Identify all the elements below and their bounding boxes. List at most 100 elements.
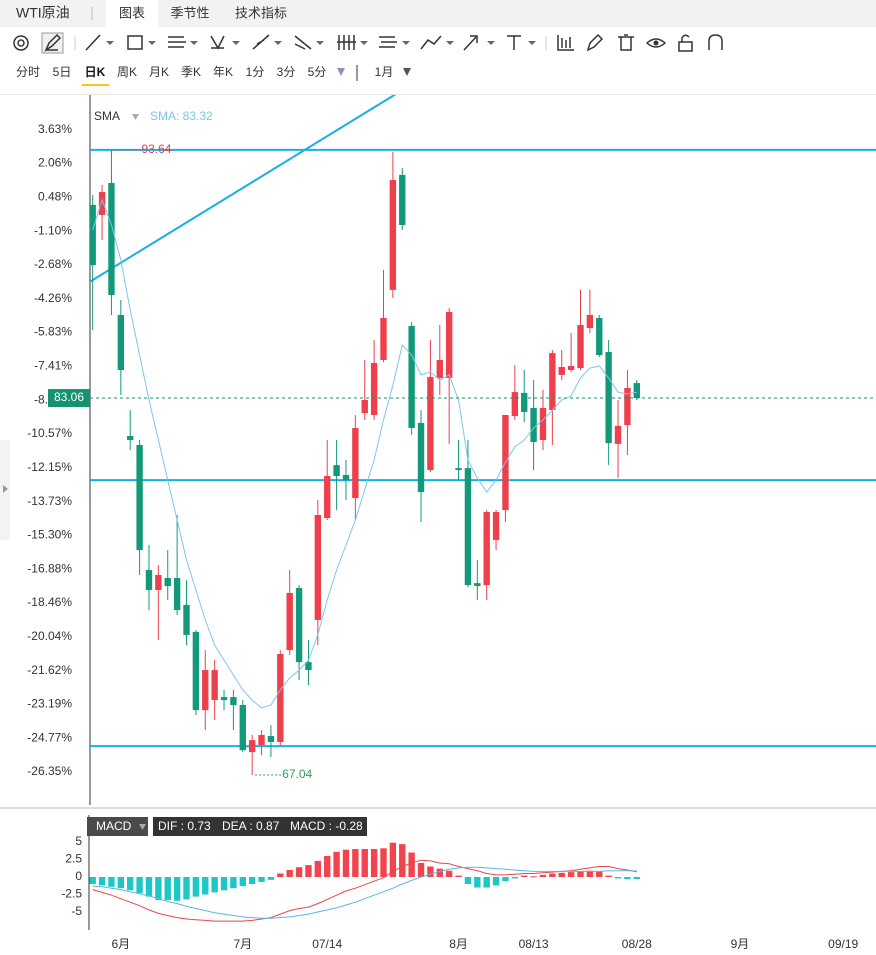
period[interactable]: 月K <box>149 65 169 79</box>
tool-icon[interactable] <box>586 33 604 52</box>
period[interactable]: 3分 <box>277 65 296 79</box>
candle-body <box>145 570 153 590</box>
candle-body <box>295 588 303 663</box>
period[interactable]: 1分 <box>246 65 265 79</box>
period-active[interactable]: 日K <box>85 65 106 79</box>
tool-icon[interactable] <box>463 35 495 51</box>
tool-icon[interactable] <box>13 35 29 51</box>
toolbar <box>13 32 723 54</box>
tool-icon[interactable] <box>294 35 324 50</box>
y-tick-label: -1.10% <box>34 223 72 237</box>
macd-bar <box>202 877 209 895</box>
macd-bar <box>164 877 171 901</box>
candle-body <box>464 468 472 586</box>
tool-icon[interactable] <box>618 34 634 51</box>
macd-bar <box>455 875 462 878</box>
candle-body <box>267 736 275 743</box>
macd-bar <box>258 877 265 882</box>
tool-icon[interactable] <box>645 38 667 48</box>
tool-icon[interactable] <box>41 32 64 54</box>
y-tick-label: 0.48% <box>38 190 72 204</box>
macd-bar <box>127 877 134 891</box>
candle-body <box>220 697 228 701</box>
indicator-value: SMA: 83.32 <box>150 109 213 123</box>
macd-legend: DIF : 0.73 <box>158 819 211 833</box>
candle-body <box>483 512 490 586</box>
candle-body <box>155 574 162 590</box>
macd-selector-bg[interactable] <box>87 817 148 836</box>
macd-bar <box>399 844 406 878</box>
macd-bar <box>192 877 200 897</box>
macd-bar <box>624 877 631 880</box>
last-price-tag <box>48 389 90 408</box>
macd-title[interactable]: MACD <box>96 819 132 833</box>
y-tick-label: -10.57% <box>27 426 72 440</box>
candle-body <box>211 670 218 701</box>
period[interactable]: 年K <box>213 65 233 79</box>
tool-icon[interactable] <box>85 34 114 51</box>
macd-bar <box>464 877 472 885</box>
tool-icon[interactable] <box>337 35 368 50</box>
period-bar: 分时 5日 日K 周K 月K 季K 年K 1分 3分 5分 1月 <box>16 65 411 86</box>
period-underline <box>82 84 109 86</box>
macd-bar <box>445 870 453 878</box>
tab[interactable]: 图表 <box>119 5 145 20</box>
tool-icon[interactable] <box>420 35 454 50</box>
macd-bar <box>567 872 575 878</box>
dropdown-arrow[interactable] <box>139 824 146 830</box>
tool-icon[interactable] <box>708 34 723 50</box>
macd-bar <box>361 849 368 878</box>
candle-body <box>567 365 575 371</box>
tool-icon[interactable] <box>210 35 240 50</box>
tab[interactable]: 技术指标 <box>235 5 287 20</box>
period[interactable]: 分时 <box>16 65 40 79</box>
tool-icon[interactable] <box>252 34 282 50</box>
candle-body <box>539 407 547 441</box>
candle-body <box>164 577 171 587</box>
plot-area <box>90 95 876 776</box>
candle-body <box>455 468 462 471</box>
macd-bar <box>380 848 387 878</box>
candle-body <box>361 399 368 414</box>
macd-bar <box>211 877 218 893</box>
tab[interactable]: 季节性 <box>170 5 209 20</box>
tool-icon[interactable] <box>678 34 693 52</box>
y-tick-label: 2.06% <box>38 156 72 170</box>
candle-body <box>596 317 603 356</box>
candle-body <box>389 180 397 290</box>
candle-body <box>286 592 293 651</box>
macd-bar <box>155 877 162 901</box>
dropdown-arrow[interactable] <box>132 114 139 120</box>
tool-icon[interactable] <box>127 35 156 50</box>
tool-icon[interactable] <box>168 36 198 48</box>
period[interactable]: 季K <box>181 65 201 79</box>
dropdown-arrow[interactable] <box>337 68 345 76</box>
period[interactable]: 5分 <box>308 65 327 79</box>
macd-bar <box>511 877 519 879</box>
candle-body <box>633 383 640 399</box>
y-tick-label: -21.62% <box>27 663 72 677</box>
tool-icon[interactable] <box>507 35 536 50</box>
dropdown-arrow[interactable] <box>403 68 411 76</box>
candle-body <box>417 422 425 493</box>
macd-line <box>92 866 637 919</box>
candle-body <box>173 577 181 611</box>
macd-bar <box>220 877 228 891</box>
macd-bar <box>614 877 622 879</box>
period[interactable]: 周K <box>117 65 137 79</box>
macd-bar <box>370 849 378 878</box>
tool-icon[interactable] <box>557 35 574 51</box>
tool-icon[interactable] <box>379 36 410 48</box>
macd-bar <box>492 877 500 886</box>
macd-bar <box>267 877 275 880</box>
candle-body <box>90 204 96 266</box>
range[interactable]: 1月 <box>375 65 394 79</box>
side-collapse-arrow[interactable] <box>3 485 8 493</box>
period[interactable]: 5日 <box>53 65 72 79</box>
macd-bar <box>605 875 612 878</box>
candle-body <box>324 476 331 519</box>
candle-body <box>136 444 143 551</box>
y-tick-label: -5.83% <box>34 325 72 339</box>
candle-body <box>108 183 115 296</box>
macd-bar <box>577 871 584 878</box>
